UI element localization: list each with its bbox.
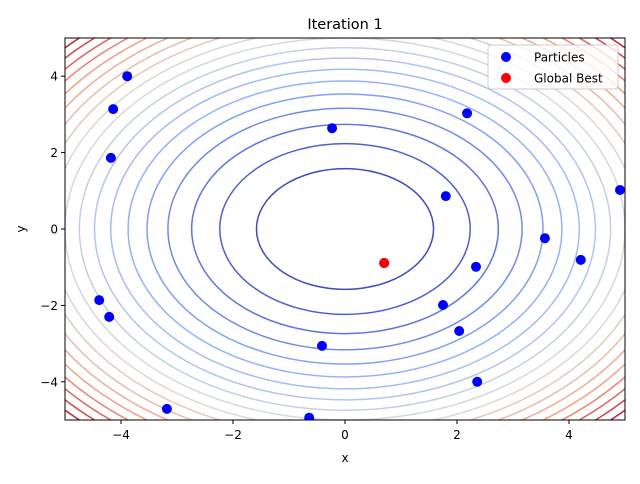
y-axis-label: y <box>14 225 28 232</box>
contour-level <box>146 93 544 365</box>
particle-point <box>539 233 550 244</box>
particle-point <box>575 254 586 265</box>
y-axis-ticks: −4 −2 0 2 4 <box>40 70 65 389</box>
particle-point <box>471 261 481 272</box>
y-tick-label: −2 <box>40 299 58 313</box>
global-best-point <box>379 258 390 268</box>
legend-global-best-marker-icon <box>501 73 511 83</box>
chart-title: Iteration 1 <box>307 17 382 33</box>
contour-level <box>190 123 500 335</box>
y-tick-label: −4 <box>40 375 58 389</box>
contour-level <box>93 57 597 401</box>
x-axis-ticks: −4 −2 0 2 4 <box>112 420 573 442</box>
contour-level <box>255 167 435 291</box>
legend-global-best-label: Global Best <box>534 72 603 86</box>
legend-box <box>487 44 619 90</box>
particle-point <box>105 152 116 163</box>
contour-level <box>127 80 563 378</box>
y-tick-label: 4 <box>50 70 58 84</box>
x-tick-label: −2 <box>224 428 242 442</box>
particle-point <box>304 412 315 420</box>
contour-level <box>219 142 471 316</box>
particle-point <box>317 340 327 351</box>
legend-particles-label: Particles <box>534 51 585 65</box>
x-axis-label: x <box>341 451 348 465</box>
y-tick-label: 2 <box>50 146 58 160</box>
particle-point <box>438 300 448 310</box>
contour-level <box>78 47 612 411</box>
particle-point <box>161 403 172 414</box>
x-tick-label: 4 <box>565 428 573 442</box>
scatter-points <box>94 71 625 420</box>
particle-point <box>122 71 133 82</box>
particle-point <box>104 311 115 322</box>
particle-point <box>454 326 465 336</box>
contour-level <box>167 107 523 351</box>
x-tick-label: 2 <box>453 428 461 442</box>
particle-point <box>440 191 451 202</box>
particle-point <box>462 108 473 119</box>
legend: Particles Global Best <box>487 44 619 90</box>
particle-point <box>108 104 119 115</box>
particle-point <box>472 376 483 387</box>
particle-point <box>615 185 625 195</box>
contour-level <box>109 68 581 390</box>
legend-particles-marker-icon <box>501 52 511 62</box>
particle-point <box>327 123 338 134</box>
y-tick-label: 0 <box>50 223 58 237</box>
x-tick-label: −4 <box>112 428 130 442</box>
particle-point <box>94 295 105 306</box>
x-tick-label: 0 <box>341 428 349 442</box>
